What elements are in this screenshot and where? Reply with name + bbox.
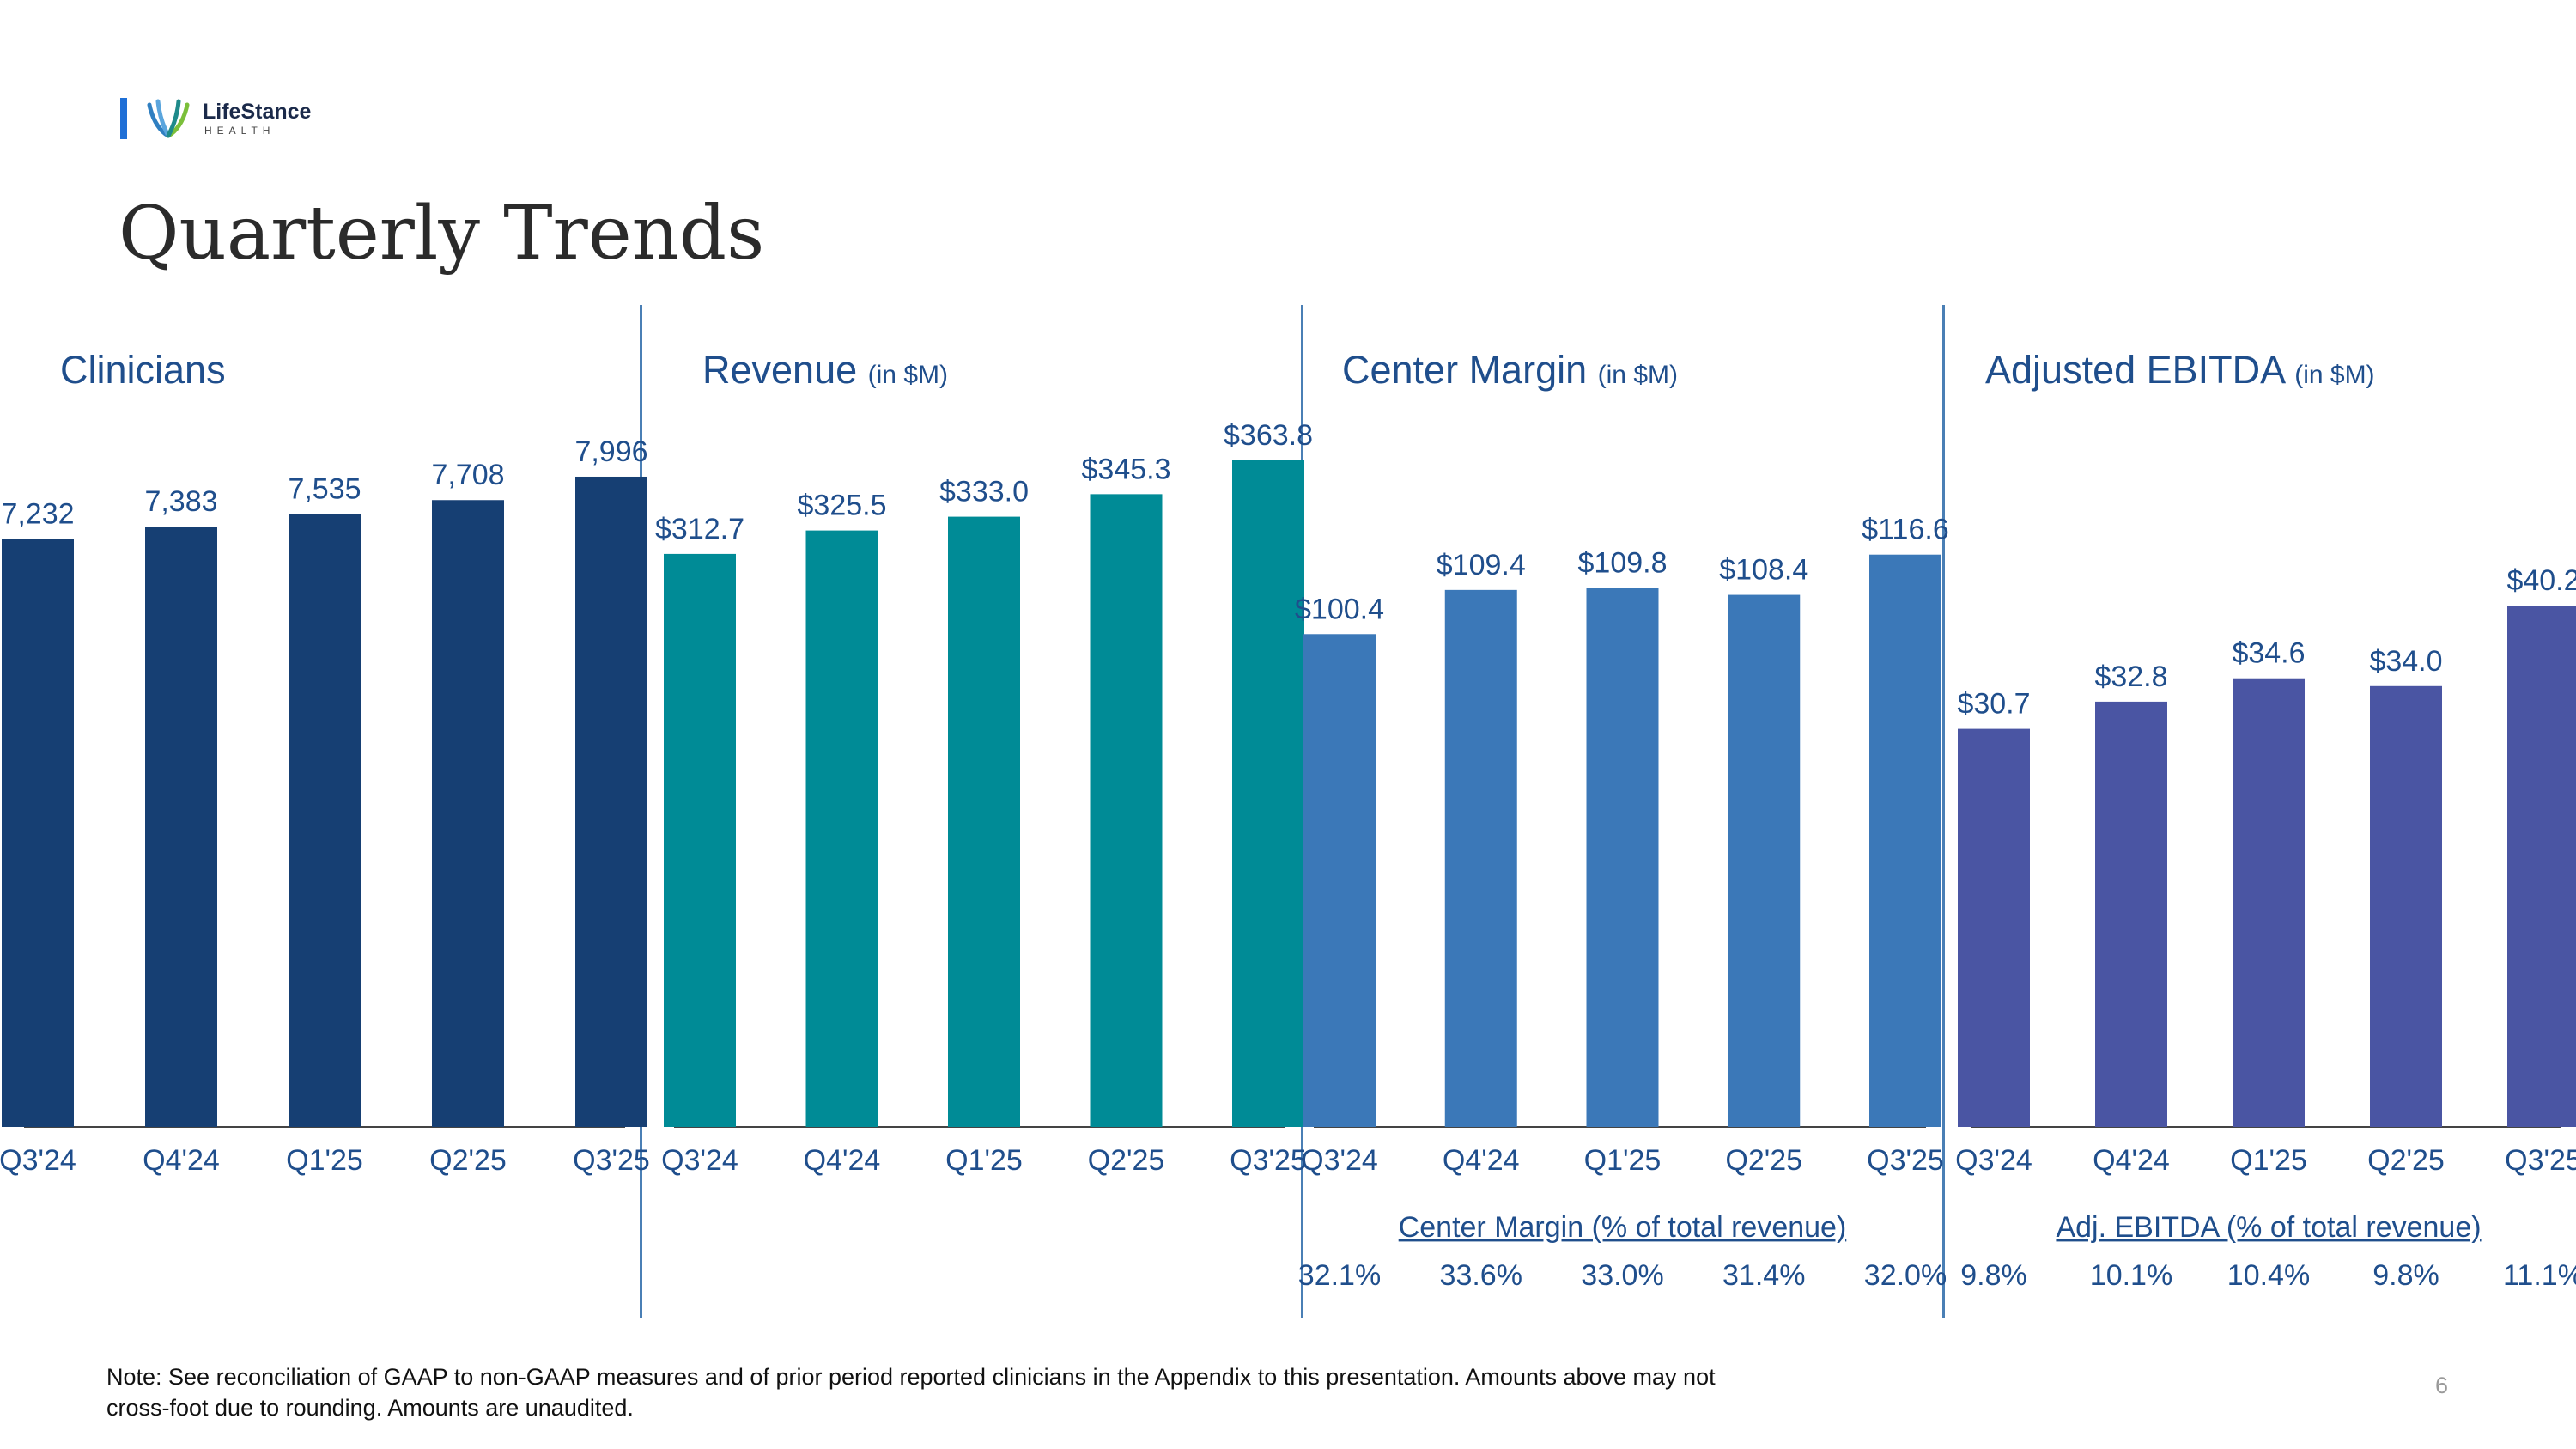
x-tick-label: Q4'24 (2093, 1144, 2170, 1177)
percent-of-revenue-value: 9.8% (1960, 1259, 2027, 1292)
percent-of-revenue-value: 10.4% (2227, 1259, 2310, 1292)
bar (289, 514, 361, 1127)
data-label: $30.7 (1957, 688, 2030, 721)
x-tick-label: Q2'25 (429, 1144, 507, 1177)
footnote: Note: See reconciliation of GAAP to non-… (106, 1364, 1716, 1421)
data-label: $333.0 (939, 476, 1029, 508)
data-label: $40.2 (2506, 564, 2576, 597)
x-tick-label: Q3'25 (1230, 1144, 1307, 1177)
revenue-chart-title: Revenue (in $M) (702, 348, 948, 393)
bar (805, 530, 878, 1127)
bar (664, 553, 736, 1127)
bar (1869, 554, 1941, 1127)
data-label: 7,535 (288, 473, 361, 506)
x-tick-label: Q3'25 (573, 1144, 650, 1177)
bar (948, 516, 1020, 1127)
data-label: $325.5 (798, 490, 887, 522)
percent-of-revenue-value: 10.1% (2090, 1259, 2172, 1292)
data-label: $100.4 (1295, 593, 1384, 625)
percent-of-revenue-value: 11.1% (2503, 1259, 2576, 1292)
bar (2507, 606, 2576, 1127)
chart-title-text: Revenue (702, 348, 858, 392)
percent-of-revenue-title: Adj. EBITDA (% of total revenue) (2056, 1211, 2481, 1244)
x-tick-label: Q4'24 (804, 1144, 881, 1177)
data-label: $116.6 (1862, 514, 1948, 546)
bar (1728, 594, 1801, 1127)
chart-unit-label: (in $M) (867, 361, 948, 389)
chart-title-text: Clinicians (60, 348, 226, 392)
clinicians-chart-title: Clinicians (60, 348, 226, 393)
panel-divider (1942, 305, 1945, 1318)
bar (1958, 728, 2030, 1127)
logo-name: LifeStance (203, 100, 312, 124)
percent-of-revenue-title: Center Margin (% of total revenue) (1399, 1211, 1847, 1244)
bar (2370, 685, 2442, 1127)
bar (2095, 701, 2167, 1127)
x-tick-label: Q3'25 (1867, 1144, 1944, 1177)
chart-title-text: Center Margin (1342, 348, 1588, 392)
data-label: $32.8 (2094, 661, 2167, 693)
x-tick-label: Q4'24 (143, 1144, 220, 1177)
bar (145, 527, 217, 1127)
x-tick-label: Q1'25 (945, 1144, 1023, 1177)
bar (432, 500, 504, 1127)
adjusted-ebitda-chart-title: Adjusted EBITDA (in $M) (1985, 348, 2375, 393)
x-tick-label: Q4'24 (1443, 1144, 1520, 1177)
x-tick-label: Q2'25 (2367, 1144, 2445, 1177)
logo-subtitle: HEALTH (204, 125, 276, 137)
percent-of-revenue-value: 9.8% (2372, 1259, 2439, 1292)
x-tick-label: Q1'25 (1584, 1144, 1662, 1177)
x-tick-label: Q3'24 (0, 1144, 76, 1177)
lifestance-logo: LifeStance HEALTH (120, 96, 343, 141)
x-tick-label: Q3'24 (661, 1144, 738, 1177)
data-label: 7,383 (144, 485, 217, 518)
data-label: $34.0 (2369, 645, 2442, 678)
data-label: $345.3 (1082, 453, 1171, 485)
bar (1090, 494, 1163, 1127)
bar (2, 539, 74, 1127)
bar (1232, 460, 1304, 1127)
data-label: 7,996 (574, 435, 647, 468)
percent-of-revenue-value: 32.0% (1864, 1259, 1947, 1292)
bar (1444, 589, 1517, 1127)
data-label: $363.8 (1224, 419, 1313, 452)
data-label: $109.4 (1437, 549, 1526, 581)
percent-of-revenue-value: 31.4% (1722, 1259, 1805, 1292)
percent-of-revenue-value: 32.1% (1298, 1259, 1381, 1292)
chart-unit-label: (in $M) (2294, 361, 2375, 389)
page-number: 6 (2435, 1373, 2449, 1398)
chart-title-text: Adjusted EBITDA (1985, 348, 2284, 392)
bar (575, 476, 647, 1127)
data-label: $312.7 (655, 513, 744, 545)
chart-unit-label: (in $M) (1597, 361, 1678, 389)
x-tick-label: Q3'24 (1955, 1144, 2032, 1177)
percent-of-revenue-value: 33.6% (1440, 1259, 1522, 1292)
data-label: $108.4 (1719, 554, 1808, 587)
x-tick-label: Q1'25 (2230, 1144, 2307, 1177)
percent-of-revenue-value: 33.0% (1581, 1259, 1663, 1292)
x-tick-label: Q1'25 (286, 1144, 363, 1177)
data-label: 7,232 (1, 497, 74, 530)
bar (2233, 678, 2305, 1127)
data-label: 7,708 (431, 459, 504, 491)
data-label: $109.8 (1578, 547, 1668, 580)
x-tick-label: Q2'25 (1088, 1144, 1165, 1177)
bar (1303, 634, 1376, 1127)
logo-accent-bar (120, 98, 127, 139)
center-margin-chart-title: Center Margin (in $M) (1342, 348, 1678, 393)
data-label: $34.6 (2232, 637, 2305, 670)
bar (1586, 588, 1659, 1127)
x-tick-label: Q3'25 (2505, 1144, 2576, 1177)
x-tick-label: Q2'25 (1725, 1144, 1802, 1177)
page-title: Quarterly Trends (118, 191, 765, 277)
x-tick-label: Q3'24 (1301, 1144, 1378, 1177)
lifestance-mark-icon (147, 99, 190, 138)
